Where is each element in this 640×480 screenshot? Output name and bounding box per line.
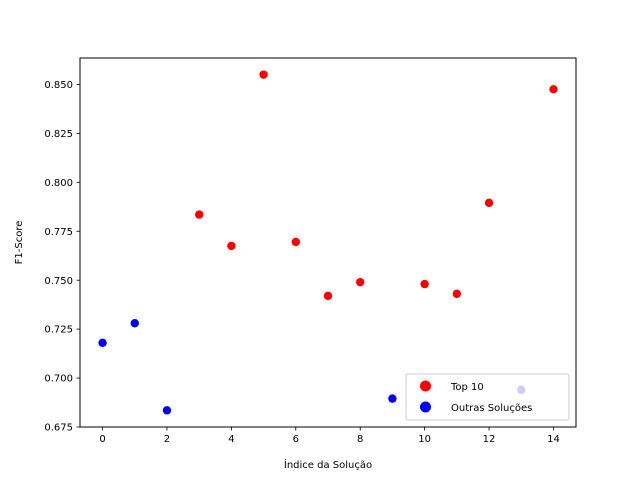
x-tick-label: 12 [483, 434, 496, 445]
data-point-top10 [259, 70, 268, 79]
data-point-top10 [484, 198, 494, 208]
x-tick-label: 4 [228, 434, 234, 445]
x-axis-label: Índice da Solução [284, 458, 372, 471]
data-points [98, 70, 558, 415]
y-tick-label: 0.700 [44, 374, 73, 385]
x-tick-label: 6 [293, 434, 299, 445]
data-point-top10 [291, 237, 300, 247]
legend-label-outras: Outras Soluções [451, 403, 532, 414]
data-point-outras [162, 406, 172, 415]
y-tick-label: 0.750 [44, 276, 73, 287]
legend: Top 10 Outras Soluções [405, 373, 570, 421]
y-tick-label: 0.775 [44, 227, 73, 238]
legend-marker-top10 [420, 380, 431, 392]
legend-box [405, 373, 570, 421]
data-point-top10 [356, 277, 365, 287]
data-point-outras [98, 338, 107, 348]
data-point-top10 [549, 85, 558, 94]
y-axis-label: F1-Score [14, 221, 25, 265]
data-point-top10 [227, 241, 236, 251]
y-tick-label: 0.800 [44, 178, 73, 189]
ticks-layer: 0 2 4 6 8 10 12 14 0.675 0.700 0.725 0.750 0.775 0.80… [44, 80, 559, 445]
y-tick-label: 0.675 [44, 423, 73, 434]
x-tick-label: 8 [357, 434, 363, 445]
data-point-outras [388, 394, 397, 403]
data-point-top10 [323, 291, 333, 301]
plot-frame [79, 57, 577, 428]
x-tick-label: 2 [164, 434, 170, 445]
data-point-outras [130, 319, 139, 328]
data-point-top10 [420, 279, 429, 289]
legend-marker-outras [420, 401, 431, 413]
y-tick-label: 0.850 [44, 80, 73, 91]
y-tick-label: 0.825 [44, 129, 73, 140]
legend-label-top10: Top 10 [450, 382, 484, 393]
y-tick-label: 0.725 [44, 325, 73, 336]
data-point-top10 [452, 289, 462, 299]
x-tick-label: 10 [418, 434, 431, 445]
x-tick-label: 14 [547, 434, 560, 445]
data-point-top10 [194, 210, 204, 219]
x-tick-label: 0 [99, 434, 105, 445]
